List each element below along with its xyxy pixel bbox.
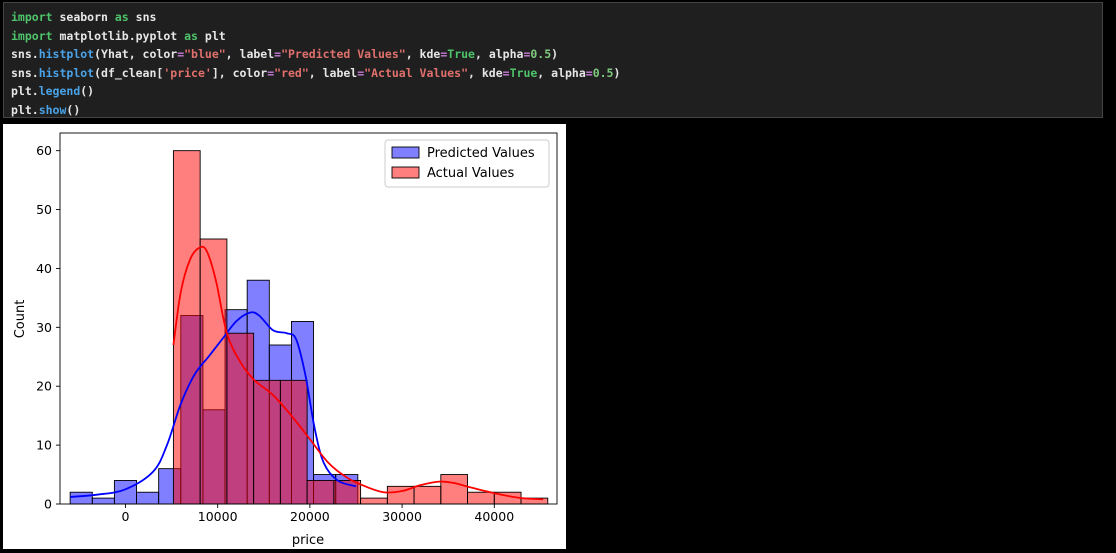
code-token: , label [308,65,358,80]
x-tick-label: 10000 [198,509,238,524]
code-token: 0.5 [530,47,552,61]
plot-output: 0 10000 20000 30000 40000 0 10 20 30 40 50 60 pric… [3,124,566,549]
histogram-bar [467,491,495,505]
code-token: legend [38,84,81,98]
code-token: , label [225,47,275,61]
legend-swatch [391,146,420,159]
code-token: = [585,65,593,80]
y-tick-label: 10 [36,438,52,453]
kde-line [172,245,544,501]
code-token: "Predicted Values" [281,47,406,61]
x-tick-label: 40000 [474,509,514,524]
code-line[interactable]: plt.legend() [11,82,1095,101]
code-line[interactable]: sns.histplot(Yhat, color="blue", label="… [11,45,1095,64]
code-editor[interactable]: import seaborn as sns import matplotlib.p… [11,8,1095,119]
histogram-bar [199,238,228,505]
y-tick-label: 20 [36,379,52,394]
code-token: , kde [468,65,503,80]
y-tick-label: 60 [36,143,52,158]
code-token: as [184,28,198,43]
kde-line [70,311,357,498]
histogram-bar [253,379,281,505]
code-token: import [11,28,53,43]
code-token: "Actual Values" [364,65,469,80]
y-tick-label: 0 [44,497,52,512]
code-token: as [114,10,129,24]
code-token: = [502,65,510,80]
code-line[interactable]: sns.histplot(df_clean['price'], color="r… [11,64,1095,83]
code-token: plt. [11,102,39,117]
code-token: 0.5 [592,65,614,80]
histogram-bar [279,379,308,505]
histogram-bar [440,474,469,505]
code-token: sns. [11,65,39,80]
x-tick-label: 20000 [290,509,330,524]
code-cell[interactable]: import seaborn as sns import matplotlib.p… [3,2,1103,118]
x-tick-label: 30000 [382,509,422,524]
code-token: True [509,65,538,80]
code-token: sns [128,10,157,24]
y-axis-label: Count [13,300,28,339]
code-token: () [80,84,95,98]
code-token: = [177,47,185,61]
code-token: () [66,102,81,117]
legend-label: Actual Values [427,166,515,181]
histogram-chart: 0 10000 20000 30000 40000 0 10 20 30 40 50 60 pric… [13,132,558,548]
histogram-bar [69,491,93,505]
code-token: sns. [11,47,39,61]
legend-label: Predicted Values [427,146,535,161]
code-token: plt. [11,84,39,98]
code-token: ) [613,65,621,80]
code-token: "blue" [184,47,226,61]
y-tick-label: 30 [36,320,52,335]
x-tick-label: 0 [121,509,129,524]
code-token: histplot [38,47,95,61]
histogram-bar [172,150,201,505]
histogram-bar [413,485,442,505]
histogram-bar [136,491,160,505]
legend-swatch [391,166,420,179]
plot-frame [59,132,558,505]
code-line[interactable]: import seaborn as sns [11,8,1095,27]
legend: Predicted Values Actual Values [384,139,550,188]
code-token: = [440,47,448,61]
code-token: matplotlib.pyplot [52,28,185,43]
y-tick-label: 40 [36,261,52,276]
code-token: "red" [274,65,309,80]
code-token: ) [551,47,559,61]
x-axis-label: price [292,533,324,548]
code-token: (df_clean[ [94,65,164,80]
code-token: seaborn [52,10,115,24]
y-tick-label: 50 [36,202,52,217]
code-token: , alpha [474,47,524,61]
code-line[interactable]: plt.show() [11,101,1095,120]
histogram-bar [360,497,388,505]
code-token: 'price' [163,65,212,80]
histogram-bar [226,332,255,505]
histogram-bar [91,497,115,505]
code-token: ], color [211,65,268,80]
histogram-bar [306,479,335,505]
code-token: (Yhat, color [94,47,178,61]
code-token: = [274,47,282,61]
code-token: , kde [405,47,441,61]
code-line[interactable]: import matplotlib.pyplot as plt [11,27,1095,46]
code-token: = [523,47,531,61]
code-token: = [357,65,365,80]
code-token: , alpha [537,65,586,80]
code-token: show [38,102,67,117]
code-token: import [11,10,53,24]
legend-frame [384,139,550,188]
code-token: = [267,65,275,80]
code-token: True [447,47,475,61]
code-token: histplot [38,65,95,80]
code-token: plt [197,28,226,43]
